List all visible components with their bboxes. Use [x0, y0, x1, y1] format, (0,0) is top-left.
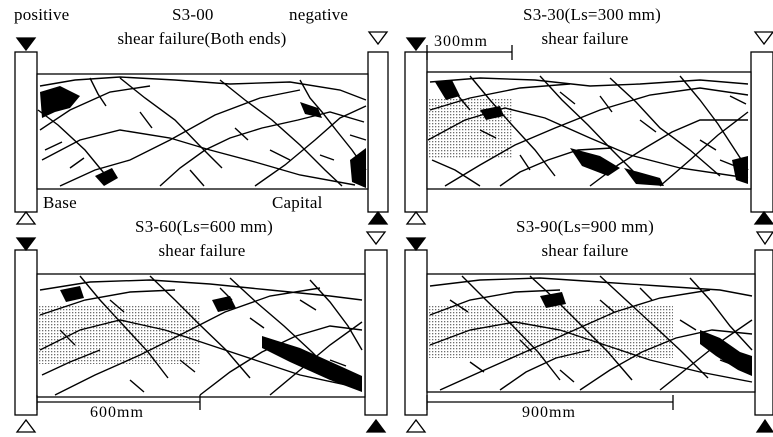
filled-triangle-up-icon	[365, 418, 387, 433]
panel-s3-90	[404, 231, 773, 433]
crack-lines	[429, 275, 753, 391]
hollow-triangle-up-icon	[405, 418, 427, 433]
hollow-triangle-down-icon	[367, 31, 389, 46]
hollow-triangle-down-icon	[755, 231, 773, 246]
failure-mode-label: shear failure(Both ends)	[117, 29, 287, 48]
base-stub	[14, 51, 38, 213]
hollow-triangle-up-icon	[405, 210, 427, 225]
beam-outline	[36, 73, 369, 190]
stipple-region	[428, 306, 673, 358]
hollow-triangle-down-icon	[753, 31, 773, 46]
hollow-triangle-up-icon	[15, 210, 37, 225]
dimension-label: 900mm	[522, 404, 576, 421]
specimen-title: S3-90(Ls=900 mm)	[516, 217, 654, 236]
capital-stub	[367, 51, 389, 213]
capital-stub	[364, 249, 388, 416]
capital-stub	[750, 51, 773, 213]
stipple-region	[38, 306, 200, 364]
filled-triangle-up-icon	[755, 418, 773, 433]
base-label: Base	[43, 193, 77, 212]
dimension-line	[426, 395, 674, 410]
panel-s3-30	[404, 31, 773, 225]
hollow-triangle-up-icon	[15, 418, 37, 433]
filled-triangle-down-icon	[15, 237, 37, 252]
panel-s3-60	[14, 231, 388, 433]
filled-triangle-down-icon	[405, 37, 427, 52]
failure-mode-label: shear failure	[541, 29, 629, 48]
failure-mode-label: shear failure	[541, 241, 629, 260]
positive-label: positive	[14, 5, 70, 24]
specimen-title: S3-30(Ls=300 mm)	[523, 5, 661, 24]
dimension-label: 300mm	[434, 33, 488, 50]
specimen-title: S3-60(Ls=600 mm)	[135, 217, 273, 236]
filled-triangle-down-icon	[405, 237, 427, 252]
dimension-line	[36, 395, 201, 410]
dimension-line	[426, 45, 513, 60]
capital-stub	[754, 249, 773, 416]
filled-triangle-up-icon	[753, 210, 773, 225]
base-stub	[404, 249, 428, 416]
dimension-label: 600mm	[90, 404, 144, 421]
panel-s3-00	[14, 31, 389, 225]
base-stub	[14, 249, 38, 416]
hollow-triangle-down-icon	[365, 231, 387, 246]
base-stub	[404, 51, 428, 213]
capital-label: Capital	[272, 193, 323, 212]
filled-triangle-up-icon	[367, 210, 389, 225]
specimen-title: S3-00	[172, 5, 214, 24]
negative-label: negative	[289, 5, 349, 24]
failure-mode-label: shear failure	[158, 241, 246, 260]
filled-triangle-down-icon	[15, 37, 37, 52]
crack-lines	[37, 76, 367, 187]
crack-lines	[427, 75, 749, 187]
